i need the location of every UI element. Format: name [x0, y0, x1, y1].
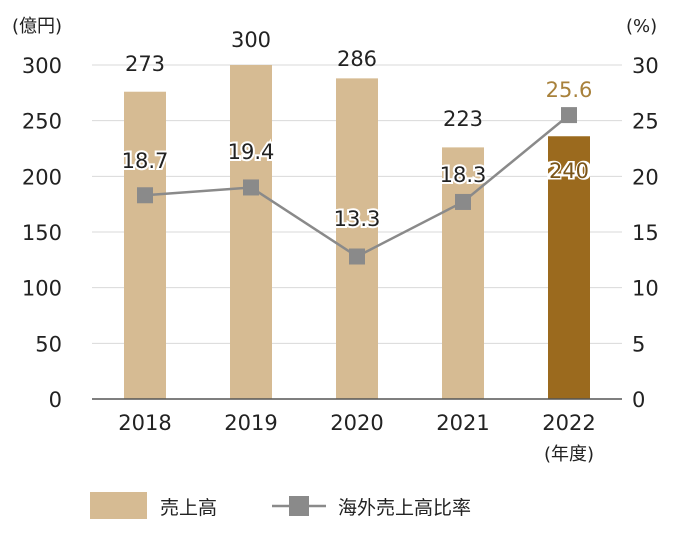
- y-left-tick-label: 300: [22, 54, 62, 78]
- y-right-tick-label: 5: [632, 332, 645, 356]
- y-left-tick-label: 250: [22, 110, 62, 134]
- bar-value-label: 223: [443, 107, 483, 131]
- x-tick-label: 2020: [330, 411, 383, 435]
- line-value-label: 25.6: [546, 78, 593, 102]
- bar-value-label: 273: [125, 52, 165, 76]
- y-left-tick-label: 0: [49, 388, 62, 412]
- line-value-label: 18.7: [122, 149, 169, 173]
- y-left-tick-label: 50: [35, 332, 62, 356]
- y-right-tick-label: 20: [632, 165, 659, 189]
- x-tick-label: 2021: [436, 411, 489, 435]
- legend-swatch-bar: [90, 492, 147, 519]
- line-value-label: 13.3: [334, 207, 381, 231]
- legend-label-bar: 売上高: [160, 497, 217, 519]
- bar-value-label: 286: [337, 47, 377, 71]
- line-series: [137, 107, 577, 265]
- y-left-unit-label: (億円): [12, 16, 62, 37]
- y-right-tick-label: 0: [632, 388, 645, 412]
- x-tick-label: 2018: [118, 411, 171, 435]
- bar-series: [124, 65, 590, 400]
- bar-value-label-fill: 240: [549, 159, 589, 183]
- y-right-tick-label: 15: [632, 221, 659, 245]
- x-tick-label: 2019: [224, 411, 277, 435]
- x-unit-label: (年度): [544, 444, 594, 465]
- bar-value-label: 240: [547, 159, 591, 183]
- y-right-tick-label: 30: [632, 54, 659, 78]
- y-left-tick-label: 200: [22, 165, 62, 189]
- bar: [336, 78, 378, 400]
- line-marker: [243, 179, 259, 196]
- line-value-label: 18.3: [440, 163, 487, 187]
- y-right-tick-label: 10: [632, 277, 659, 301]
- axes: 0 0 50 5 100 10 150 15 200 20 250 25 300 30 (億円) (%) 201…: [12, 16, 659, 465]
- x-tick-label: 2022: [542, 411, 595, 435]
- legend: 売上高 海外売上高比率: [90, 492, 471, 519]
- y-right-unit-label: (%): [626, 16, 657, 37]
- bar: [124, 91, 166, 399]
- legend-label-line: 海外売上高比率: [338, 497, 471, 519]
- bar: [230, 65, 272, 399]
- legend-swatch-marker: [289, 496, 309, 516]
- line-marker: [137, 187, 153, 204]
- y-left-tick-label: 100: [22, 277, 62, 301]
- line-marker: [455, 193, 471, 210]
- y-left-tick-label: 150: [22, 221, 62, 245]
- line-marker: [349, 248, 365, 265]
- bar-value-label: 300: [231, 28, 271, 52]
- line-value-label: 19.4: [228, 140, 275, 164]
- line-marker: [561, 107, 577, 124]
- bar: [548, 136, 590, 399]
- y-right-tick-label: 25: [632, 110, 659, 134]
